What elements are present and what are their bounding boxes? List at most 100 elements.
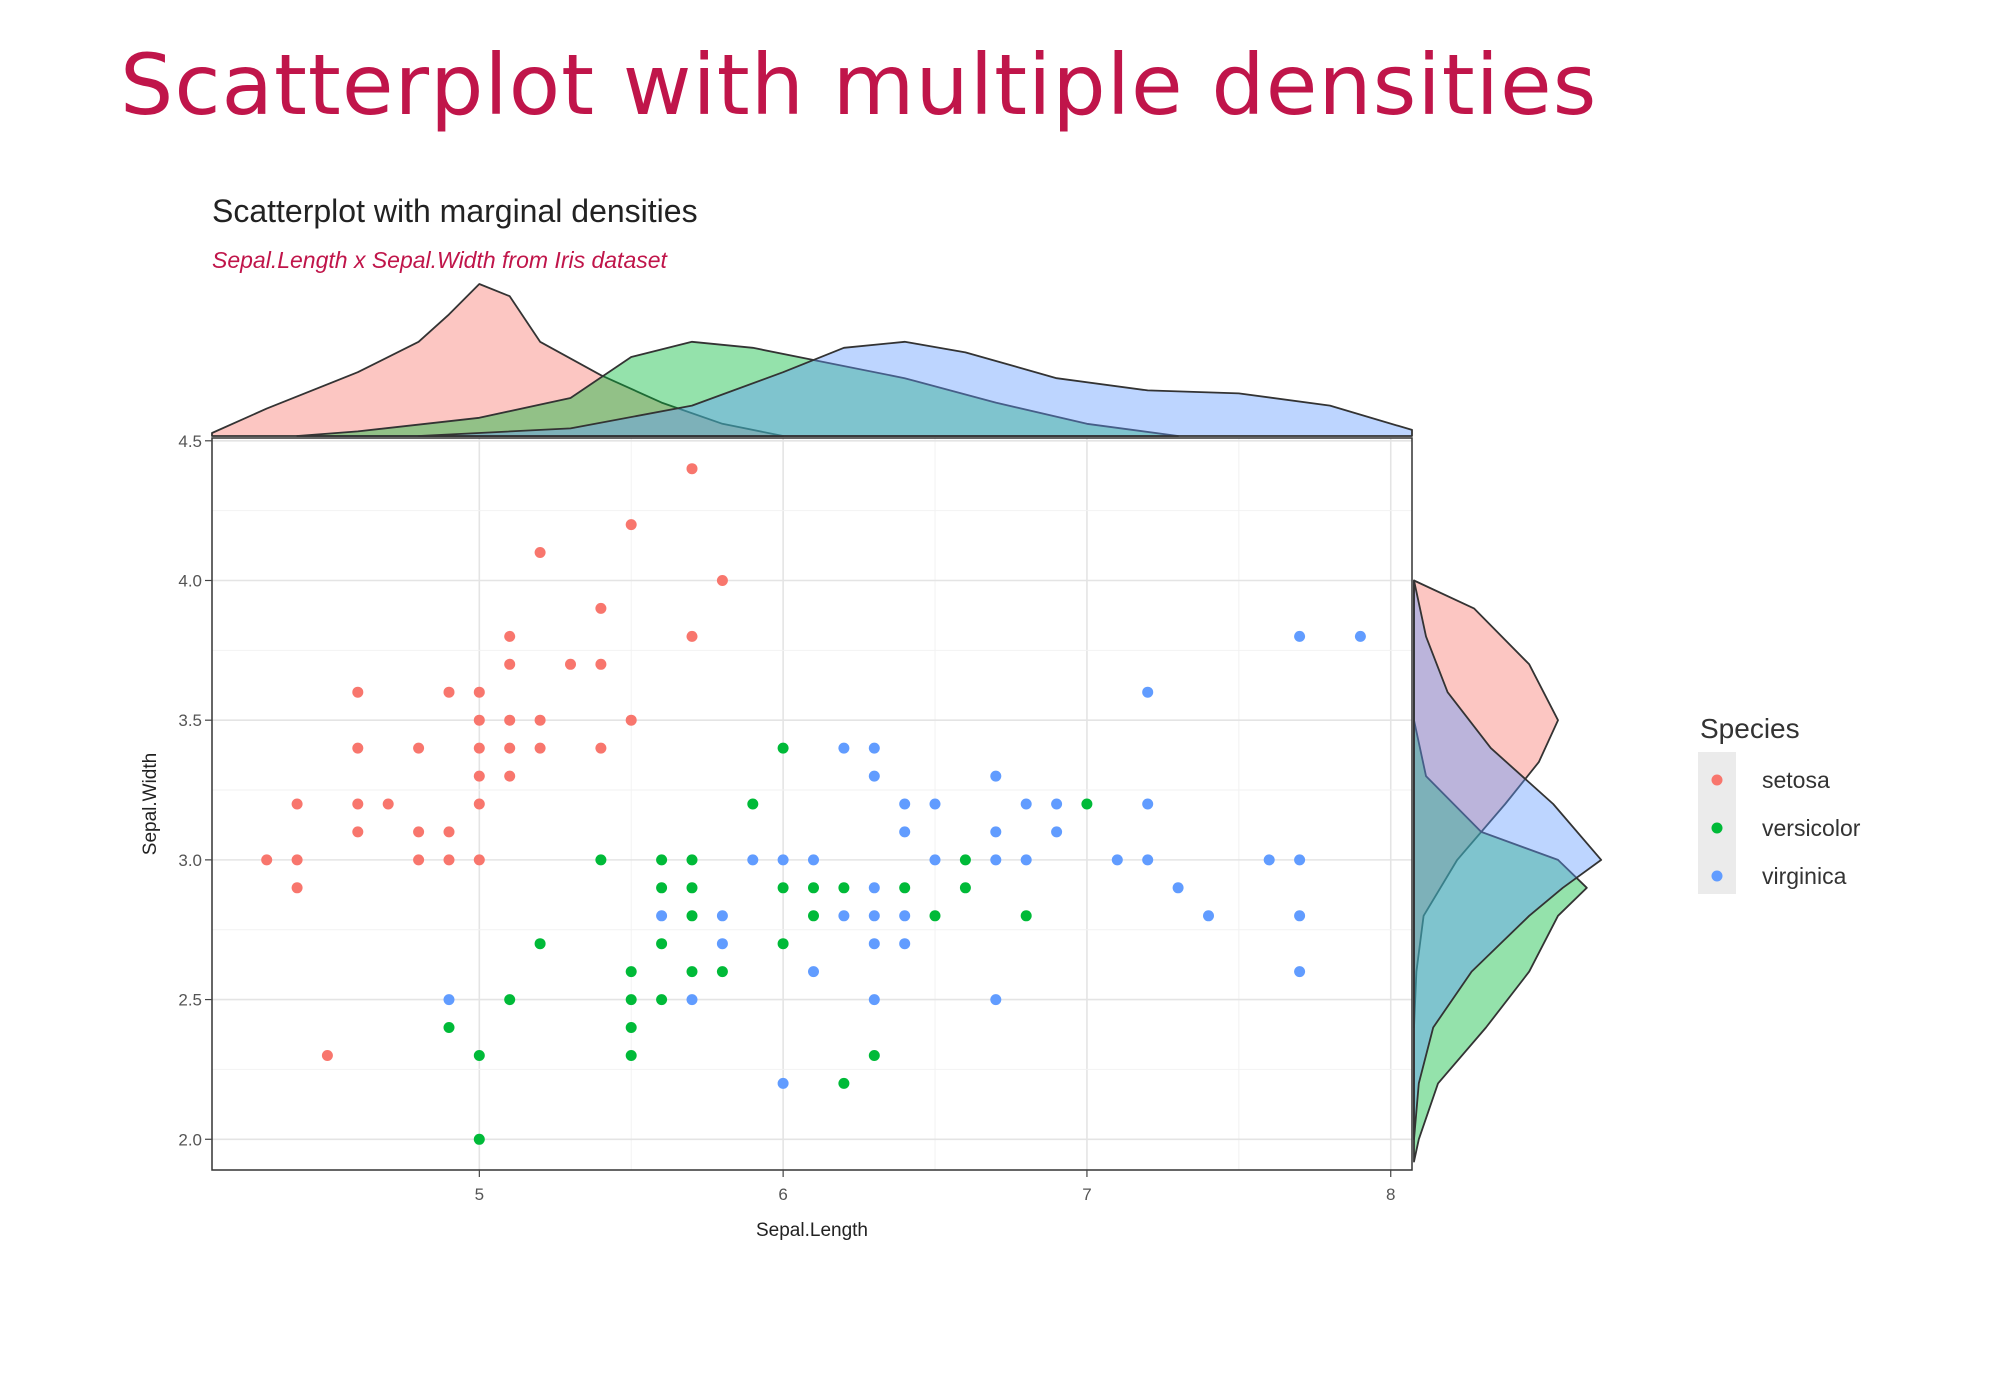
- point-versicolor: [504, 994, 516, 1006]
- point-versicolor: [656, 994, 668, 1006]
- point-setosa: [443, 854, 455, 866]
- point-versicolor: [534, 938, 546, 950]
- point-versicolor: [838, 882, 850, 894]
- point-setosa: [625, 714, 637, 726]
- point-versicolor: [625, 1022, 637, 1033]
- y-tick-label: 2.5: [178, 991, 202, 1010]
- point-virginica: [899, 938, 911, 950]
- point-virginica: [1142, 686, 1154, 698]
- point-versicolor: [868, 1050, 880, 1061]
- y-tick-label: 2.0: [178, 1130, 202, 1149]
- point-virginica: [1263, 854, 1275, 866]
- point-virginica: [808, 854, 819, 866]
- point-virginica: [838, 742, 850, 754]
- point-versicolor: [1020, 910, 1032, 922]
- point-virginica: [899, 798, 911, 810]
- point-versicolor: [686, 910, 698, 922]
- point-setosa: [686, 463, 698, 475]
- point-versicolor: [686, 854, 698, 866]
- point-versicolor: [777, 938, 789, 950]
- point-setosa: [291, 798, 303, 810]
- point-setosa: [321, 1050, 333, 1061]
- x-density-setosa: [211, 283, 784, 437]
- point-setosa: [595, 602, 607, 614]
- point-setosa: [443, 686, 455, 698]
- point-setosa: [473, 686, 485, 698]
- point-virginica: [868, 910, 880, 922]
- point-setosa: [291, 882, 303, 894]
- chart-subtitle: Sepal.Length x Sepal.Width from Iris dat…: [212, 247, 669, 273]
- point-versicolor: [808, 882, 819, 894]
- point-virginica: [868, 742, 880, 754]
- point-versicolor: [777, 742, 789, 754]
- point-versicolor: [716, 966, 728, 978]
- point-virginica: [990, 854, 1002, 866]
- point-virginica: [1051, 826, 1063, 838]
- x-axis-label: Sepal.Length: [756, 1220, 868, 1241]
- point-versicolor: [443, 1022, 455, 1033]
- point-versicolor: [899, 882, 911, 894]
- point-versicolor: [747, 798, 759, 810]
- axis-ticks: 5 6 7 8 2.0 2.5 3.0 3.5 4.0 4.5: [178, 432, 1395, 1204]
- point-versicolor: [656, 938, 668, 950]
- point-versicolor: [959, 882, 971, 894]
- point-virginica: [868, 938, 880, 950]
- point-setosa: [504, 714, 516, 726]
- point-versicolor: [838, 1077, 850, 1089]
- point-versicolor: [777, 882, 789, 894]
- y-tick-label: 3.5: [178, 711, 202, 730]
- x-density-virginica: [417, 340, 1413, 437]
- point-setosa: [473, 742, 485, 754]
- scatter-points: [261, 463, 1366, 1145]
- point-virginica: [777, 854, 789, 866]
- legend-label-setosa: setosa: [1762, 767, 1830, 793]
- legend-label-versicolor: versicolor: [1762, 815, 1861, 841]
- point-virginica: [899, 910, 911, 922]
- point-virginica: [868, 770, 880, 782]
- point-versicolor: [473, 1133, 485, 1145]
- point-setosa: [352, 826, 364, 838]
- point-virginica: [899, 826, 911, 838]
- point-setosa: [504, 630, 516, 642]
- point-versicolor: [1081, 798, 1093, 810]
- x-tick-label: 7: [1082, 1185, 1091, 1204]
- point-virginica: [990, 770, 1002, 782]
- point-virginica: [1294, 910, 1306, 922]
- point-versicolor: [656, 882, 668, 894]
- legend-items: setosa versicolor virginica: [1711, 767, 1861, 889]
- point-setosa: [473, 798, 485, 810]
- point-setosa: [504, 742, 516, 754]
- y-tick-label: 3.0: [178, 851, 202, 870]
- slide-title: Scatterplot with multiple densities: [120, 36, 1598, 134]
- point-virginica: [808, 966, 819, 978]
- point-setosa: [534, 714, 546, 726]
- point-virginica: [1051, 798, 1063, 810]
- grid-lines: [212, 438, 1412, 1170]
- x-tick-label: 8: [1386, 1185, 1395, 1204]
- point-setosa: [565, 658, 576, 670]
- x-tick-label: 5: [475, 1185, 484, 1204]
- point-virginica: [716, 910, 728, 922]
- point-versicolor: [625, 994, 637, 1006]
- y-axis-label: Sepal.Width: [140, 753, 161, 855]
- point-setosa: [595, 742, 607, 754]
- plot-panel-border: [211, 437, 1413, 1171]
- point-setosa: [595, 658, 607, 670]
- point-virginica: [656, 910, 668, 922]
- point-setosa: [261, 854, 273, 866]
- point-virginica: [929, 798, 941, 810]
- point-virginica: [838, 910, 850, 922]
- point-versicolor: [595, 854, 607, 866]
- point-versicolor: [625, 966, 637, 978]
- point-virginica: [1172, 882, 1184, 894]
- point-versicolor: [686, 882, 698, 894]
- point-virginica: [868, 882, 880, 894]
- point-virginica: [1294, 854, 1306, 866]
- point-setosa: [473, 854, 485, 866]
- y-density-virginica: [1413, 579, 1603, 1141]
- point-setosa: [504, 770, 516, 782]
- point-setosa: [504, 658, 516, 670]
- point-setosa: [686, 630, 698, 642]
